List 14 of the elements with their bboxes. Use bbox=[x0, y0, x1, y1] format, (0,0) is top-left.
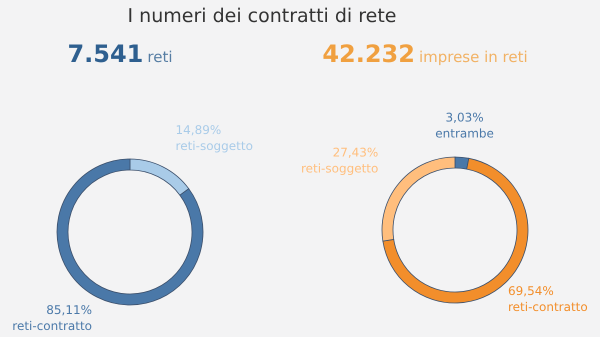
slice-label: reti-contratto bbox=[12, 319, 92, 334]
chart-title: I numeri dei contratti di rete bbox=[128, 5, 396, 27]
slice-label: reti-soggetto bbox=[300, 161, 378, 176]
data-label: 3,03% bbox=[446, 110, 484, 124]
slice-label: reti-soggetto bbox=[176, 138, 253, 153]
slice-label: entrambe bbox=[435, 126, 494, 140]
data-label: 85,11% bbox=[46, 303, 92, 318]
chart-subtitle: 7.541 reti bbox=[67, 40, 173, 68]
data-label: 69,54% bbox=[508, 284, 554, 298]
data-label: 27,43% bbox=[332, 145, 378, 160]
donut-slice bbox=[56, 158, 204, 306]
chart-subtitle: 42.232 imprese in reti bbox=[322, 40, 528, 68]
data-label: 14,89% bbox=[176, 122, 222, 137]
slice-label: reti-contratto bbox=[508, 300, 588, 314]
